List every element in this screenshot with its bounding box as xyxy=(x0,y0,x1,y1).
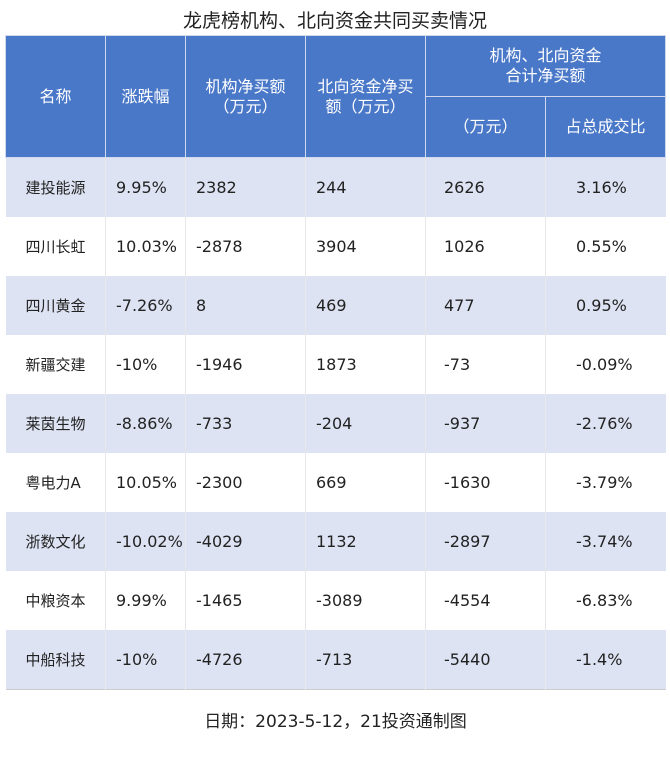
table-cell: 1873 xyxy=(305,335,426,394)
table-row: 建投能源 9.95% 2382 244 2626 3.16% xyxy=(5,157,666,217)
table-cell: -0.09% xyxy=(544,335,666,394)
table-cell: -1465 xyxy=(185,571,306,630)
table-cell: -713 xyxy=(305,630,426,690)
table-row: 四川长虹 10.03% -2878 3904 1026 0.55% xyxy=(6,217,666,276)
table-cell: -73 xyxy=(425,335,546,394)
table-body: 建投能源 9.95% 2382 244 2626 3.16% 四川长虹 10.03% -2878… xyxy=(5,157,666,748)
column-header: 北向资金净买 额（万元） xyxy=(305,35,426,158)
table-cell: -2.76% xyxy=(544,394,666,453)
table-cell: 2382 xyxy=(185,157,306,217)
table-cell: 477 xyxy=(425,276,546,335)
table-cell: -2897 xyxy=(425,512,546,571)
table-cell: 244 xyxy=(305,157,426,217)
column-header: 机构净买额 （万元） xyxy=(185,35,306,158)
table-cell: -1.4% xyxy=(544,630,666,690)
table-cell: -937 xyxy=(425,394,546,453)
table-cell: -5440 xyxy=(425,630,546,690)
table-cell: 10.05% xyxy=(105,453,186,512)
table-cell: 10.03% xyxy=(105,217,186,276)
table-cell: -733 xyxy=(185,394,306,453)
table-cell: 8 xyxy=(185,276,306,335)
table-row: 中船科技 -10% -4726 -713 -5440 -1.4% xyxy=(5,630,666,690)
table-cell: 9.99% xyxy=(105,571,186,630)
table-cell: 新疆交建 xyxy=(25,356,86,374)
table-cell: 四川长虹 xyxy=(25,238,86,256)
table-cell: -7.26% xyxy=(105,276,186,335)
table-cell: -10.02% xyxy=(105,512,186,571)
table-cell: 四川黄金 xyxy=(5,276,106,335)
table-cell: 粤电力A xyxy=(25,474,81,492)
title: 龙虎榜机构、北向资金共同买卖情况 xyxy=(182,10,487,32)
table-row: 粤电力A 10.05% -2300 669 -1630 -3.79% xyxy=(6,453,666,512)
table: 名称 涨跌幅 机构净买额 （万元） 北向资金净买 额（万元） 机构、北向资金 合… xyxy=(5,35,667,748)
table-cell: 浙数文化 xyxy=(5,512,106,571)
table-cell: 9.95% xyxy=(105,157,186,217)
group-header: 机构、北向资金 合计净买额 xyxy=(424,35,667,97)
table-cell: -2878 xyxy=(185,217,306,276)
column-header: 涨跌幅 xyxy=(105,35,186,158)
table-cell: -2300 xyxy=(185,453,306,512)
column-header: （万元） xyxy=(425,96,546,158)
table-cell: -8.86% xyxy=(105,394,186,453)
table-cell: 1132 xyxy=(305,512,426,571)
footer: 日期：2023-5-12，21投资通制图 xyxy=(5,689,666,748)
table-cell: -204 xyxy=(305,394,426,453)
table-cell: 中粮资本 xyxy=(25,592,86,610)
table-cell: 0.95% xyxy=(544,276,666,335)
table-cell: -4029 xyxy=(185,512,306,571)
table-cell: 669 xyxy=(305,453,426,512)
table-cell: 1026 xyxy=(425,217,546,276)
table-cell: -3089 xyxy=(305,571,426,630)
table-cell: 中船科技 xyxy=(5,630,106,690)
table-cell: -3.74% xyxy=(544,512,666,571)
table-cell: 建投能源 xyxy=(5,157,106,217)
table-cell: 3.16% xyxy=(544,157,666,217)
table-cell: -10% xyxy=(105,630,186,690)
table-cell: -1630 xyxy=(425,453,546,512)
column-header: 名称 xyxy=(5,35,106,158)
table-cell: 469 xyxy=(305,276,426,335)
table-cell: 0.55% xyxy=(544,217,666,276)
table-row: 浙数文化 -10.02% -4029 1132 -2897 -3.74% xyxy=(5,512,666,571)
footer-row: 日期：2023-5-12，21投资通制图 xyxy=(5,689,666,748)
table-row: 莱茵生物 -8.86% -733 -204 -937 -2.76% xyxy=(5,394,666,453)
table-cell: -1946 xyxy=(185,335,306,394)
table-cell: 2626 xyxy=(425,157,546,217)
table-cell: 莱茵生物 xyxy=(5,394,106,453)
column-header: 占总成交比 xyxy=(544,96,667,158)
table-row: 中粮资本 9.99% -1465 -3089 -4554 -6.83% xyxy=(6,571,666,630)
table-cell: -4726 xyxy=(185,630,306,690)
table-row: 新疆交建 -10% -1946 1873 -73 -0.09% xyxy=(6,335,666,394)
table-cell: -10% xyxy=(105,335,186,394)
table-row: 四川黄金 -7.26% 8 469 477 0.95% xyxy=(5,276,666,335)
table-cell: -4554 xyxy=(425,571,546,630)
table-cell: -3.79% xyxy=(544,453,666,512)
table-cell: -6.83% xyxy=(544,571,666,630)
table-cell: 3904 xyxy=(305,217,426,276)
